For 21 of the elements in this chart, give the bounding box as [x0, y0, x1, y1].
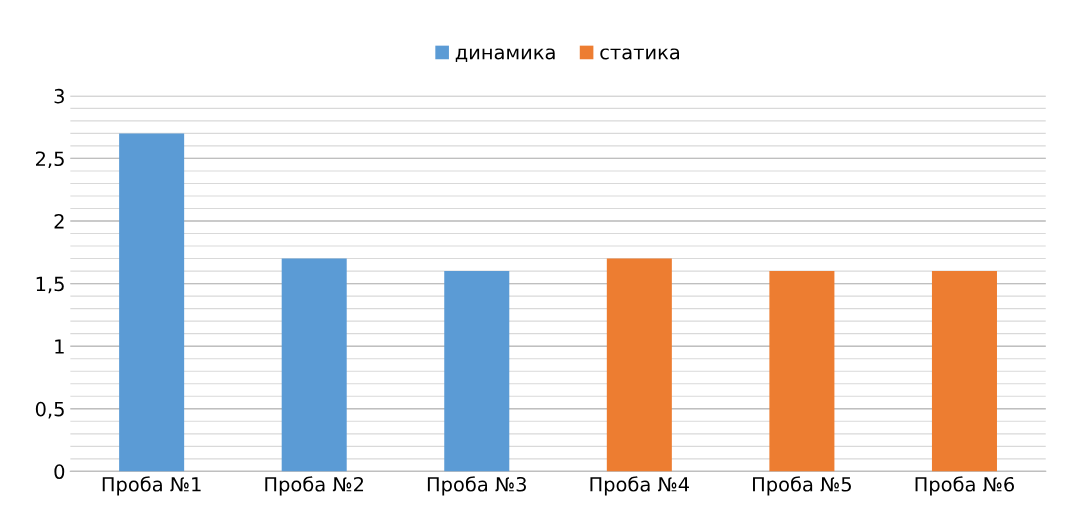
legend-label: динамика — [455, 48, 555, 62]
y-tick-label: 1 — [55, 339, 64, 354]
y-tick-label: 1,5 — [36, 276, 64, 294]
y-tick-label: 0 — [54, 464, 65, 480]
x-tick-label: Проба №4 — [590, 476, 690, 496]
x-tick-label: Проба №1 — [102, 476, 201, 496]
x-tick-label: Проба №6 — [915, 476, 1015, 496]
bar — [444, 271, 510, 472]
x-tick-label: Проба №2 — [265, 476, 364, 496]
y-tick-label: 2,5 — [36, 151, 64, 169]
x-tick-label: Проба №5 — [753, 476, 851, 496]
x-tick-label: Проба №3 — [427, 476, 526, 496]
bar — [119, 133, 185, 472]
bar — [931, 271, 997, 472]
bar — [606, 258, 672, 472]
y-tick-label: 2 — [54, 213, 64, 229]
bar — [281, 258, 347, 472]
y-tick-label: 0,5 — [35, 401, 64, 419]
y-tick-label: 3 — [54, 88, 64, 104]
bar — [769, 271, 835, 472]
legend-label: статика — [600, 48, 680, 60]
